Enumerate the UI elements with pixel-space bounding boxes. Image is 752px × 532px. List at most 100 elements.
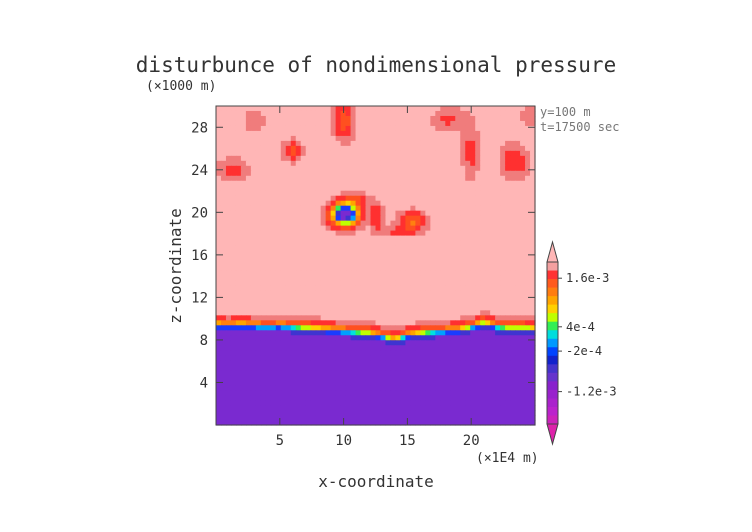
field-cell [335, 240, 342, 247]
field-cell [370, 180, 377, 187]
field-cell [365, 240, 372, 247]
field-cell [480, 225, 486, 232]
field-cell [430, 390, 436, 396]
field-cell [290, 375, 297, 381]
field-cell [420, 106, 426, 112]
field-cell [216, 130, 222, 137]
x-axis: 5 10 15 20 [276, 106, 480, 449]
field-cell [320, 240, 327, 247]
field-cell [370, 225, 377, 232]
field-cell [280, 250, 287, 257]
field-cell [400, 405, 406, 411]
field-cell [290, 395, 297, 401]
field-cell [435, 165, 441, 172]
field-cell [375, 350, 382, 356]
field-cell [260, 370, 267, 376]
field-cell [435, 395, 441, 401]
field-cell [410, 135, 416, 142]
field-cell [265, 106, 272, 112]
field-cell [485, 200, 491, 207]
field-cell [320, 390, 327, 396]
field-cell [375, 160, 382, 167]
field-cell [405, 310, 411, 316]
field-cell [385, 145, 392, 152]
field-cell [360, 305, 367, 311]
field-cell [420, 360, 426, 366]
field-cell [380, 165, 387, 172]
field-cell [335, 270, 342, 277]
field-cell [385, 395, 392, 401]
field-cell [450, 235, 456, 242]
field-cell [490, 275, 496, 282]
field-cell [365, 410, 372, 416]
field-cell [475, 335, 481, 341]
field-cell [375, 280, 382, 287]
field-cell [380, 315, 387, 321]
field-cell [395, 395, 402, 401]
field-cell [250, 145, 257, 152]
x-tick-label: 20 [463, 433, 480, 449]
field-cell [260, 415, 267, 421]
field-cell [220, 140, 227, 147]
field-cell [300, 410, 307, 416]
field-cell [320, 340, 327, 346]
field-cell [520, 140, 526, 147]
field-cell [335, 305, 342, 311]
field-cell [285, 360, 292, 366]
field-cell [280, 400, 287, 406]
field-cell [395, 275, 402, 282]
field-cell [310, 215, 317, 222]
field-cell [240, 245, 247, 252]
plot-frame [215, 105, 536, 426]
field-cell [420, 235, 426, 242]
field-cell [415, 145, 421, 152]
field-cell [435, 135, 441, 142]
field-cell [485, 375, 491, 381]
field-cell [445, 125, 451, 132]
field-cell [500, 240, 506, 247]
field-cell [425, 225, 431, 232]
field-cell [335, 265, 342, 272]
field-cell [245, 350, 252, 356]
field-cell [335, 160, 342, 167]
field-cell [216, 305, 222, 311]
field-cell [390, 395, 397, 401]
field-cell [415, 355, 421, 361]
field-cell [325, 145, 332, 152]
field-cell [270, 255, 277, 262]
field-cell [235, 125, 242, 132]
field-cell [315, 305, 322, 311]
field-cell [345, 115, 352, 122]
field-cell [495, 360, 501, 366]
field-cell [530, 165, 536, 172]
field-cell [505, 255, 511, 262]
field-cell [295, 365, 302, 371]
field-cell [330, 260, 337, 267]
field-cell [530, 195, 536, 202]
field-cell [450, 360, 456, 366]
field-cell [340, 280, 347, 287]
field-cell [275, 285, 282, 292]
field-cell [510, 395, 516, 401]
field-cell [420, 185, 426, 192]
field-cell [420, 330, 426, 336]
field-cell [300, 140, 307, 147]
field-cell [260, 275, 267, 282]
field-cell [370, 350, 377, 356]
field-cell [505, 285, 511, 292]
field-cell [240, 150, 247, 157]
field-cell [285, 130, 292, 137]
field-cell [305, 305, 312, 311]
field-cell [245, 280, 252, 287]
field-cell [460, 190, 466, 197]
field-cell [305, 135, 312, 142]
field-cell [415, 325, 421, 331]
field-cell [225, 125, 232, 132]
field-cell [405, 390, 411, 396]
field-cell [410, 370, 416, 376]
field-cell [360, 106, 367, 112]
field-cell [300, 255, 307, 262]
field-cell [445, 305, 451, 311]
field-cell [325, 150, 332, 157]
